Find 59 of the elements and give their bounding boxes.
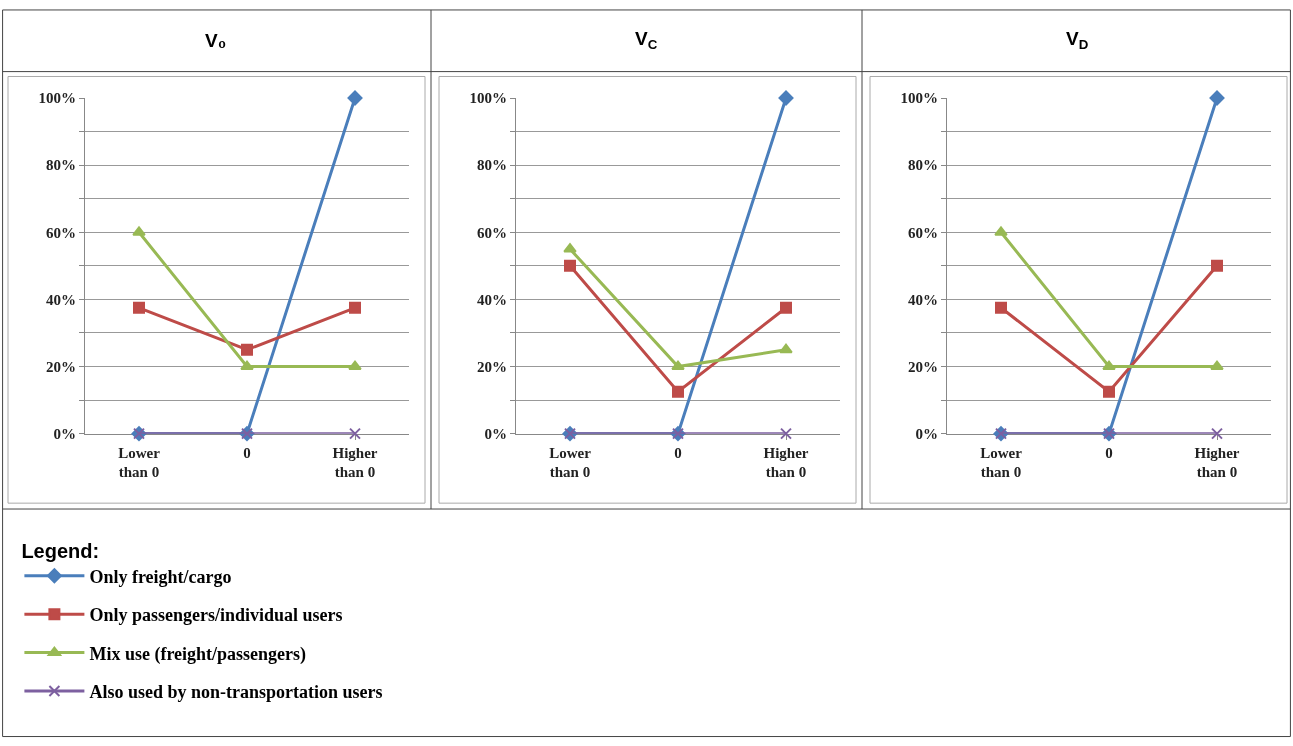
x-tick-label: Higher than 0 — [1194, 444, 1240, 481]
y-tick-label: 20% — [908, 358, 938, 375]
y-tick-label: 100% — [469, 90, 507, 107]
x-tick-label: Lower than 0 — [980, 444, 1023, 481]
point — [133, 301, 145, 314]
y-tick-label: 100% — [900, 90, 938, 107]
x-tick-label: 0 — [243, 444, 251, 461]
chart-title: V$_{C}$ — [635, 28, 658, 52]
y-tick-label: 80% — [477, 157, 507, 174]
point — [780, 427, 792, 440]
x-tick-label: 0 — [674, 444, 682, 461]
point — [349, 427, 361, 440]
point — [563, 243, 577, 253]
point — [1210, 360, 1224, 371]
legend-label: Mix use (freight/passengers) — [89, 643, 307, 665]
x-tick-label: 0 — [1105, 444, 1113, 461]
point — [241, 343, 253, 356]
y-tick-label: 0% — [915, 425, 938, 442]
point — [347, 90, 363, 106]
y-tick-label: 60% — [46, 224, 76, 241]
point — [994, 226, 1008, 236]
point — [1103, 385, 1115, 398]
point — [779, 343, 793, 354]
point — [995, 301, 1007, 314]
point — [1211, 427, 1223, 440]
point — [1211, 259, 1223, 272]
y-tick-label: 20% — [46, 358, 76, 375]
x-tick-label: Lower than 0 — [549, 444, 592, 481]
y-tick-label: 0% — [53, 425, 76, 442]
point — [672, 385, 684, 398]
point — [349, 301, 361, 314]
y-tick-label: 40% — [477, 291, 507, 308]
point — [778, 90, 794, 106]
point — [1209, 90, 1225, 106]
point — [240, 360, 254, 371]
legend-title: Legend: — [21, 539, 100, 562]
y-tick-label: 60% — [908, 224, 938, 241]
legend-label: Also used by non-transportation users — [89, 681, 383, 702]
y-tick-label: 0% — [484, 425, 507, 442]
legend-label: Only passengers/individual users — [89, 605, 343, 626]
y-tick-label: 100% — [38, 90, 76, 107]
chart-title: V$_{D}$ — [1066, 28, 1089, 52]
point — [564, 259, 576, 272]
x-tick-label: Higher than 0 — [332, 444, 378, 481]
point — [132, 226, 146, 236]
x-tick-label: Higher than 0 — [763, 444, 809, 481]
y-tick-label: 40% — [46, 291, 76, 308]
y-tick-label: 20% — [477, 358, 507, 375]
point — [1102, 360, 1116, 371]
y-tick-label: 80% — [908, 157, 938, 174]
point — [780, 301, 792, 314]
point — [348, 360, 362, 371]
y-tick-label: 80% — [46, 157, 76, 174]
y-tick-label: 40% — [908, 291, 938, 308]
chart-title: V₀ — [205, 30, 227, 51]
point — [671, 360, 685, 371]
y-tick-label: 60% — [477, 224, 507, 241]
x-tick-label: Lower than 0 — [118, 444, 161, 481]
legend-label: Only freight/cargo — [89, 566, 232, 587]
